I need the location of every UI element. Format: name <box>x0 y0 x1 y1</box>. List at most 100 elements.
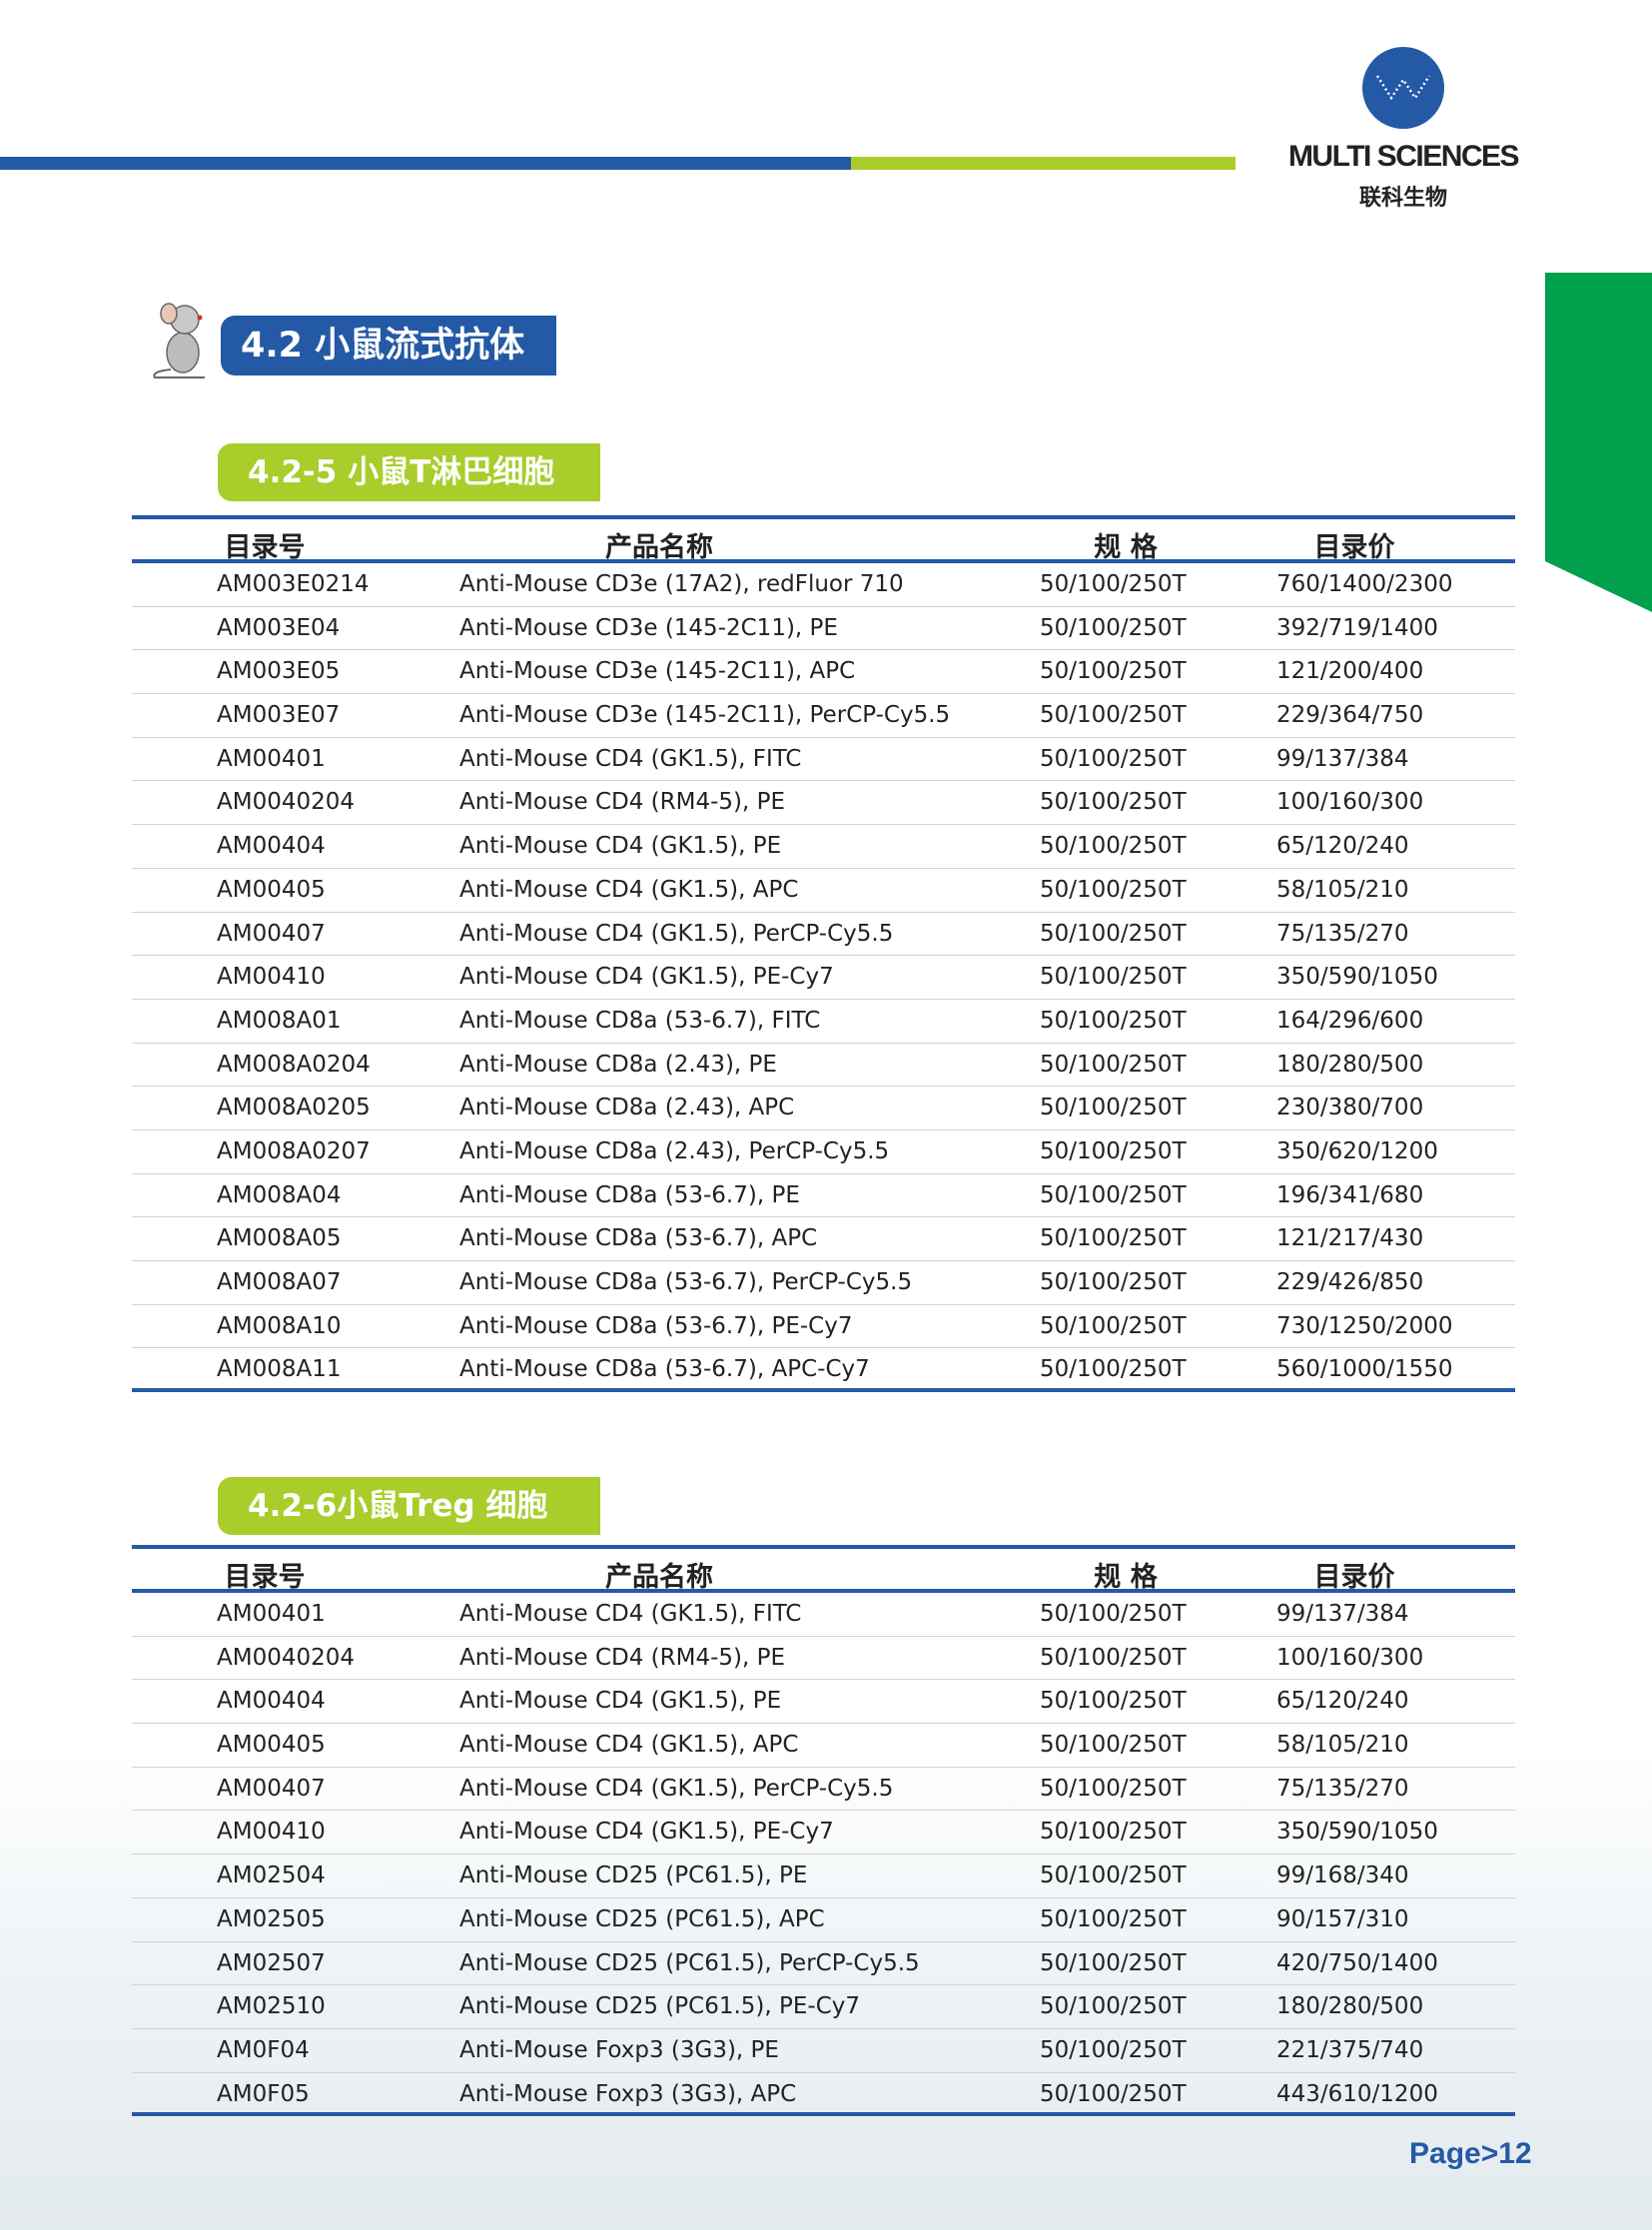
specification: 50/100/250T <box>1040 789 1187 816</box>
table-row: AM00410 Anti-Mouse CD4 (GK1.5), PE-Cy7 50/… <box>132 956 1515 1000</box>
column-header: 产品名称 <box>605 532 713 563</box>
list-price: 350/620/1200 <box>1276 1137 1438 1164</box>
table-row: AM008A10 Anti-Mouse CD8a (53-6.7), PE-Cy7… <box>132 1305 1515 1349</box>
catalog-number: AM0040204 <box>217 1644 356 1671</box>
catalog-number: AM003E05 <box>217 658 341 685</box>
list-price: 443/610/1200 <box>1276 2080 1438 2107</box>
list-price: 180/280/500 <box>1276 1993 1424 2020</box>
list-price: 229/364/750 <box>1276 702 1424 729</box>
product-name: Anti-Mouse CD3e (145-2C11), PE <box>459 614 838 641</box>
list-price: 90/157/310 <box>1276 1905 1409 1932</box>
product-name: Anti-Mouse CD4 (GK1.5), FITC <box>459 1601 802 1627</box>
product-name: Anti-Mouse CD4 (GK1.5), PE-Cy7 <box>459 1819 834 1846</box>
product-name: Anti-Mouse CD8a (2.43), PerCP-Cy5.5 <box>459 1137 890 1164</box>
table-row: AM008A0204 Anti-Mouse CD8a (2.43), PE 50/1… <box>132 1044 1515 1088</box>
table-row: AM0040204 Anti-Mouse CD4 (RM4-5), PE 50/10… <box>132 1637 1515 1681</box>
page-number: Page>12 <box>1409 2137 1532 2170</box>
column-header: 规 格 <box>1094 1562 1158 1593</box>
specification: 50/100/250T <box>1040 876 1187 903</box>
catalog-number: AM00404 <box>217 833 326 860</box>
list-price: 164/296/600 <box>1276 1007 1424 1034</box>
product-name: Anti-Mouse CD4 (RM4-5), PE <box>459 1644 786 1671</box>
table-row: AM003E07 Anti-Mouse CD3e (145-2C11), PerC… <box>132 694 1515 738</box>
table-header: 目录号 产品名称 规 格 目录价 <box>132 1549 1515 1593</box>
list-price: 730/1250/2000 <box>1276 1312 1453 1339</box>
catalog-number: AM008A11 <box>217 1356 342 1383</box>
catalog-number: AM00410 <box>217 1819 326 1846</box>
table-row: AM00405 Anti-Mouse CD4 (GK1.5), APC 50/100… <box>132 1724 1515 1768</box>
product-name: Anti-Mouse CD4 (GK1.5), PerCP-Cy5.5 <box>459 920 894 947</box>
specification: 50/100/250T <box>1040 1644 1187 1671</box>
product-name: Anti-Mouse Foxp3 (3G3), APC <box>459 2080 797 2107</box>
list-price: 121/200/400 <box>1276 658 1424 685</box>
specification: 50/100/250T <box>1040 702 1187 729</box>
specification: 50/100/250T <box>1040 833 1187 860</box>
header-bar-green <box>851 157 1236 170</box>
product-name: Anti-Mouse CD8a (53-6.7), APC-Cy7 <box>459 1356 870 1383</box>
product-name: Anti-Mouse CD4 (GK1.5), FITC <box>459 745 802 772</box>
column-header: 产品名称 <box>605 1562 713 1593</box>
product-name: Anti-Mouse CD3e (145-2C11), PerCP-Cy5.5 <box>459 702 951 729</box>
list-price: 560/1000/1550 <box>1276 1356 1453 1383</box>
list-price: 392/719/1400 <box>1276 614 1438 641</box>
table-row: AM003E05 Anti-Mouse CD3e (145-2C11), APC 5… <box>132 650 1515 695</box>
catalog-number: AM00407 <box>217 1775 326 1802</box>
table-row: AM00405 Anti-Mouse CD4 (GK1.5), APC 50/100… <box>132 869 1515 913</box>
table-row: AM00410 Anti-Mouse CD4 (GK1.5), PE-Cy7 50/… <box>132 1811 1515 1856</box>
list-price: 100/160/300 <box>1276 1644 1424 1671</box>
table-row: AM008A01 Anti-Mouse CD8a (53-6.7), FITC 50… <box>132 1000 1515 1044</box>
catalog-number: AM008A05 <box>217 1225 342 1252</box>
specification: 50/100/250T <box>1040 1601 1187 1627</box>
column-header: 目录价 <box>1313 532 1395 563</box>
list-price: 65/120/240 <box>1276 833 1409 860</box>
catalog-number: AM00410 <box>217 964 326 991</box>
list-price: 760/1400/2300 <box>1276 571 1453 597</box>
catalog-number: AM008A0205 <box>217 1095 371 1121</box>
table-row: AM008A0207 Anti-Mouse CD8a (2.43), PerCP-… <box>132 1130 1515 1174</box>
catalog-number: AM003E0214 <box>217 571 370 597</box>
table-row: AM003E0214 Anti-Mouse CD3e (17A2), redFlu… <box>132 563 1515 607</box>
table-header: 目录号 产品名称 规 格 目录价 <box>132 519 1515 563</box>
column-header: 目录号 <box>224 532 306 563</box>
list-price: 99/168/340 <box>1276 1862 1409 1889</box>
product-name: Anti-Mouse CD8a (53-6.7), PerCP-Cy5.5 <box>459 1269 913 1295</box>
logo-name: MULTI SCIENCES <box>1287 140 1520 173</box>
list-price: 196/341/680 <box>1276 1181 1424 1208</box>
list-price: 229/426/850 <box>1276 1269 1424 1295</box>
specification: 50/100/250T <box>1040 920 1187 947</box>
catalog-number: AM008A0207 <box>217 1137 371 1164</box>
specification: 50/100/250T <box>1040 1862 1187 1889</box>
specification: 50/100/250T <box>1040 1007 1187 1034</box>
specification: 50/100/250T <box>1040 1775 1187 1802</box>
specification: 50/100/250T <box>1040 745 1187 772</box>
specification: 50/100/250T <box>1040 1312 1187 1339</box>
table-row: AM00401 Anti-Mouse CD4 (GK1.5), FITC 50/10… <box>132 738 1515 782</box>
product-table-t-cells: 目录号 产品名称 规 格 目录价 AM003E0214 Anti-Mouse CD3e (… <box>132 515 1515 1393</box>
catalog-number: AM008A07 <box>217 1269 342 1295</box>
catalog-number: AM00405 <box>217 876 326 903</box>
table-row: AM00404 Anti-Mouse CD4 (GK1.5), PE 50/100/… <box>132 825 1515 869</box>
table-top-rule <box>132 515 1515 519</box>
list-price: 420/750/1400 <box>1276 1949 1438 1976</box>
table-row: AM008A07 Anti-Mouse CD8a (53-6.7), PerCP-… <box>132 1261 1515 1305</box>
specification: 50/100/250T <box>1040 1181 1187 1208</box>
table-row: AM003E04 Anti-Mouse CD3e (145-2C11), PE 50… <box>132 607 1515 651</box>
catalog-number: AM003E07 <box>217 702 341 729</box>
header-bar-blue <box>0 157 851 170</box>
product-name: Anti-Mouse CD4 (RM4-5), PE <box>459 789 786 816</box>
catalog-number: AM02504 <box>217 1862 326 1889</box>
catalog-number: AM0F04 <box>217 2036 310 2063</box>
list-price: 350/590/1050 <box>1276 964 1438 991</box>
list-price: 58/105/210 <box>1276 876 1409 903</box>
product-name: Anti-Mouse CD4 (GK1.5), PerCP-Cy5.5 <box>459 1775 894 1802</box>
list-price: 100/160/300 <box>1276 789 1424 816</box>
product-table-treg: 目录号 产品名称 规 格 目录价 AM00401 Anti-Mouse CD4 (GK1.… <box>132 1545 1515 2117</box>
table-title-treg: 4.2-6小鼠Treg 细胞 <box>218 1477 600 1535</box>
list-price: 230/380/700 <box>1276 1095 1424 1121</box>
logo-name-cn: 联科生物 <box>1358 186 1447 211</box>
specification: 50/100/250T <box>1040 2080 1187 2107</box>
catalog-number: AM008A10 <box>217 1312 342 1339</box>
specification: 50/100/250T <box>1040 964 1187 991</box>
specification: 50/100/250T <box>1040 658 1187 685</box>
product-name: Anti-Mouse CD8a (53-6.7), PE-Cy7 <box>459 1312 853 1339</box>
